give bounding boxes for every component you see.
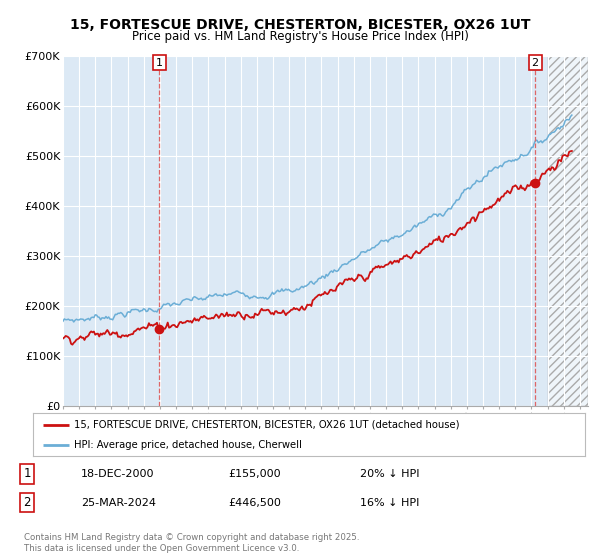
Text: 18-DEC-2000: 18-DEC-2000 [81,469,155,479]
Text: 1: 1 [23,468,31,480]
Text: Contains HM Land Registry data © Crown copyright and database right 2025.
This d: Contains HM Land Registry data © Crown c… [24,533,359,553]
Text: 2: 2 [532,58,539,68]
Text: 20% ↓ HPI: 20% ↓ HPI [360,469,419,479]
Text: HPI: Average price, detached house, Cherwell: HPI: Average price, detached house, Cher… [74,440,302,450]
Text: 16% ↓ HPI: 16% ↓ HPI [360,498,419,507]
Text: 1: 1 [156,58,163,68]
Text: £446,500: £446,500 [228,498,281,507]
Text: £155,000: £155,000 [228,469,281,479]
Text: 2: 2 [23,496,31,509]
Text: 15, FORTESCUE DRIVE, CHESTERTON, BICESTER, OX26 1UT: 15, FORTESCUE DRIVE, CHESTERTON, BICESTE… [70,18,530,32]
Text: 25-MAR-2024: 25-MAR-2024 [81,498,156,507]
Text: Price paid vs. HM Land Registry's House Price Index (HPI): Price paid vs. HM Land Registry's House … [131,30,469,43]
Text: 15, FORTESCUE DRIVE, CHESTERTON, BICESTER, OX26 1UT (detached house): 15, FORTESCUE DRIVE, CHESTERTON, BICESTE… [74,419,460,430]
